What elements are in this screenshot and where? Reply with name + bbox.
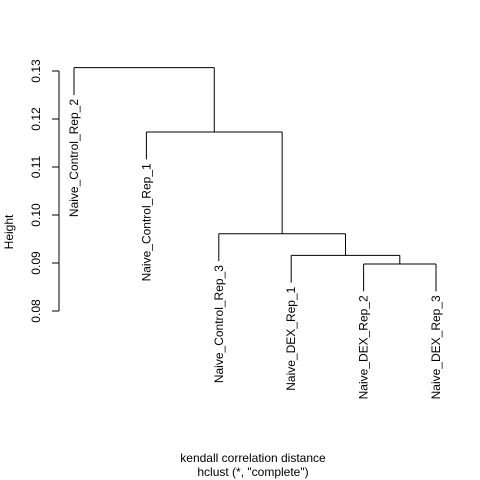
y-tick-label: 0.10 — [29, 203, 43, 227]
y-tick-label: 0.08 — [29, 299, 43, 323]
leaf-labels: Naive_Control_Rep_2 Naive_Control_Rep_1 Na… — [67, 99, 443, 400]
y-axis: 0.08 0.09 0.10 0.11 0.12 0.13 — [29, 59, 60, 323]
leaf-label: Naive_DEX_Rep_3 — [429, 295, 443, 399]
method-subtitle: hclust (*, "complete") — [197, 465, 308, 479]
leaf-label: Naive_Control_Rep_3 — [212, 265, 226, 383]
leaf-label: Naive_Control_Rep_2 — [67, 99, 81, 217]
y-tick-label: 0.09 — [29, 251, 43, 275]
y-tick-label: 0.12 — [29, 107, 43, 131]
x-axis-title: kendall correlation distance — [180, 451, 326, 465]
leaf-label: Naive_DEX_Rep_2 — [357, 295, 371, 399]
y-axis-title: Height — [2, 214, 16, 249]
y-tick-label: 0.11 — [29, 155, 43, 178]
dendrogram-branches — [73, 67, 437, 292]
leaf-label: Naive_DEX_Rep_1 — [284, 286, 298, 390]
y-tick-label: 0.13 — [29, 59, 43, 83]
leaf-label: Naive_Control_Rep_1 — [139, 163, 153, 281]
